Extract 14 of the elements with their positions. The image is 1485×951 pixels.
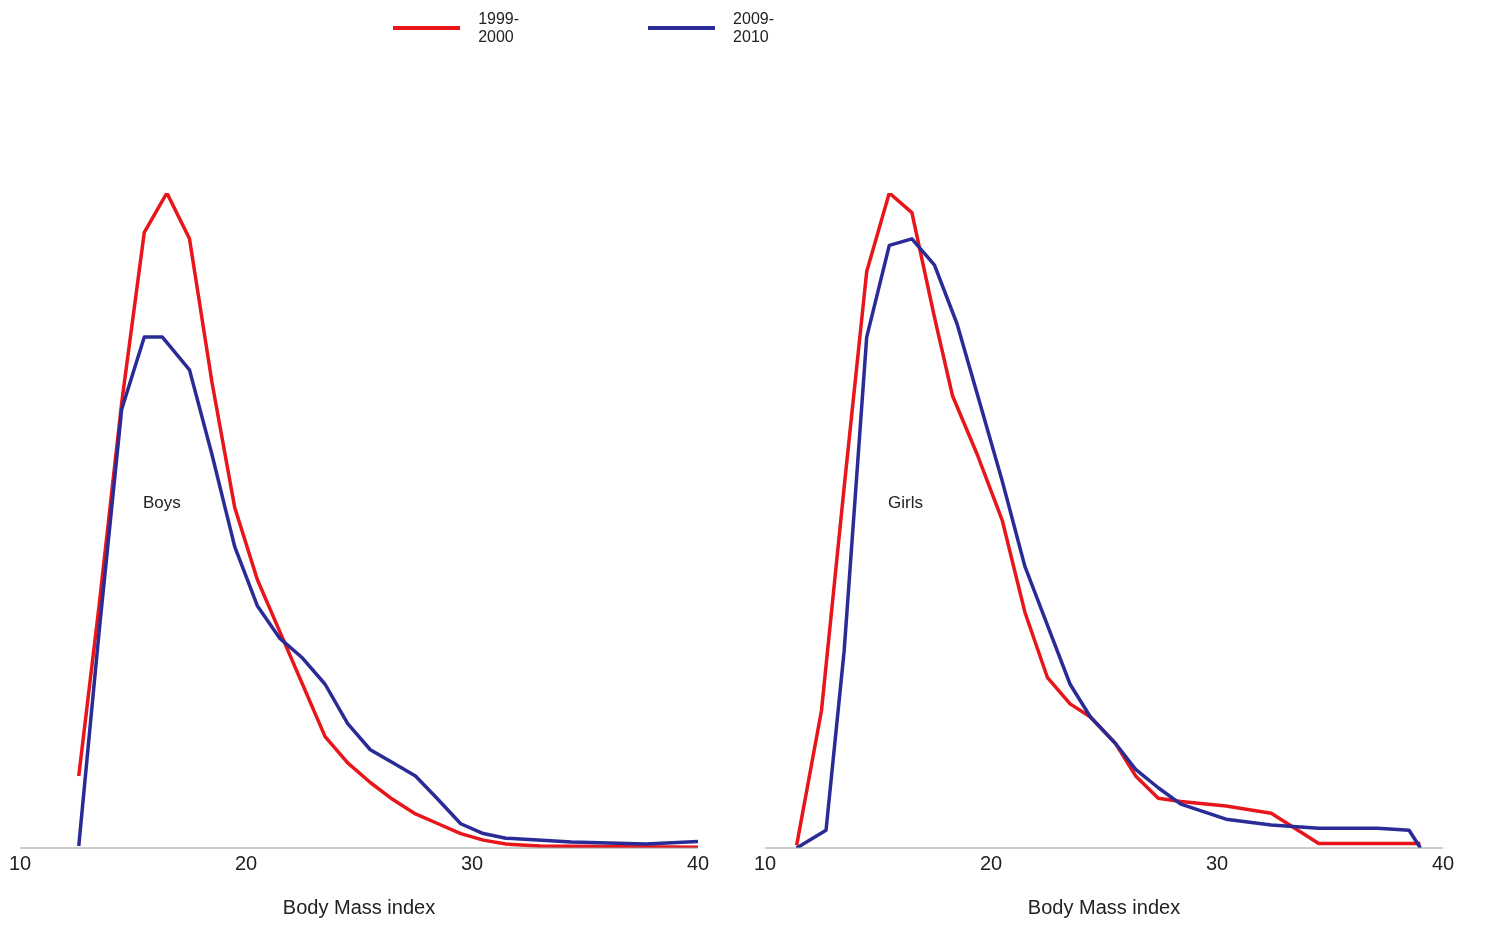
annotation: Boys bbox=[143, 493, 181, 513]
x-axis-title: Body Mass index bbox=[282, 896, 436, 918]
x-tick-label: 10 bbox=[8, 852, 32, 875]
x-tick-label: 20 bbox=[234, 852, 258, 875]
x-tick-label: 20 bbox=[979, 852, 1003, 875]
annotation: Girls bbox=[888, 493, 923, 513]
legend-label: 2009-2010 bbox=[733, 10, 775, 46]
x-tick-label: 10 bbox=[753, 852, 777, 875]
x-tick-label: 40 bbox=[1431, 852, 1455, 875]
legend-label: 1999-2000 bbox=[478, 10, 521, 46]
x-tick-label: 30 bbox=[1205, 852, 1229, 875]
x-tick-label: 40 bbox=[686, 852, 710, 875]
x-tick-label: 30 bbox=[460, 852, 484, 875]
x-axis-title: Body Mass index bbox=[1027, 896, 1181, 918]
